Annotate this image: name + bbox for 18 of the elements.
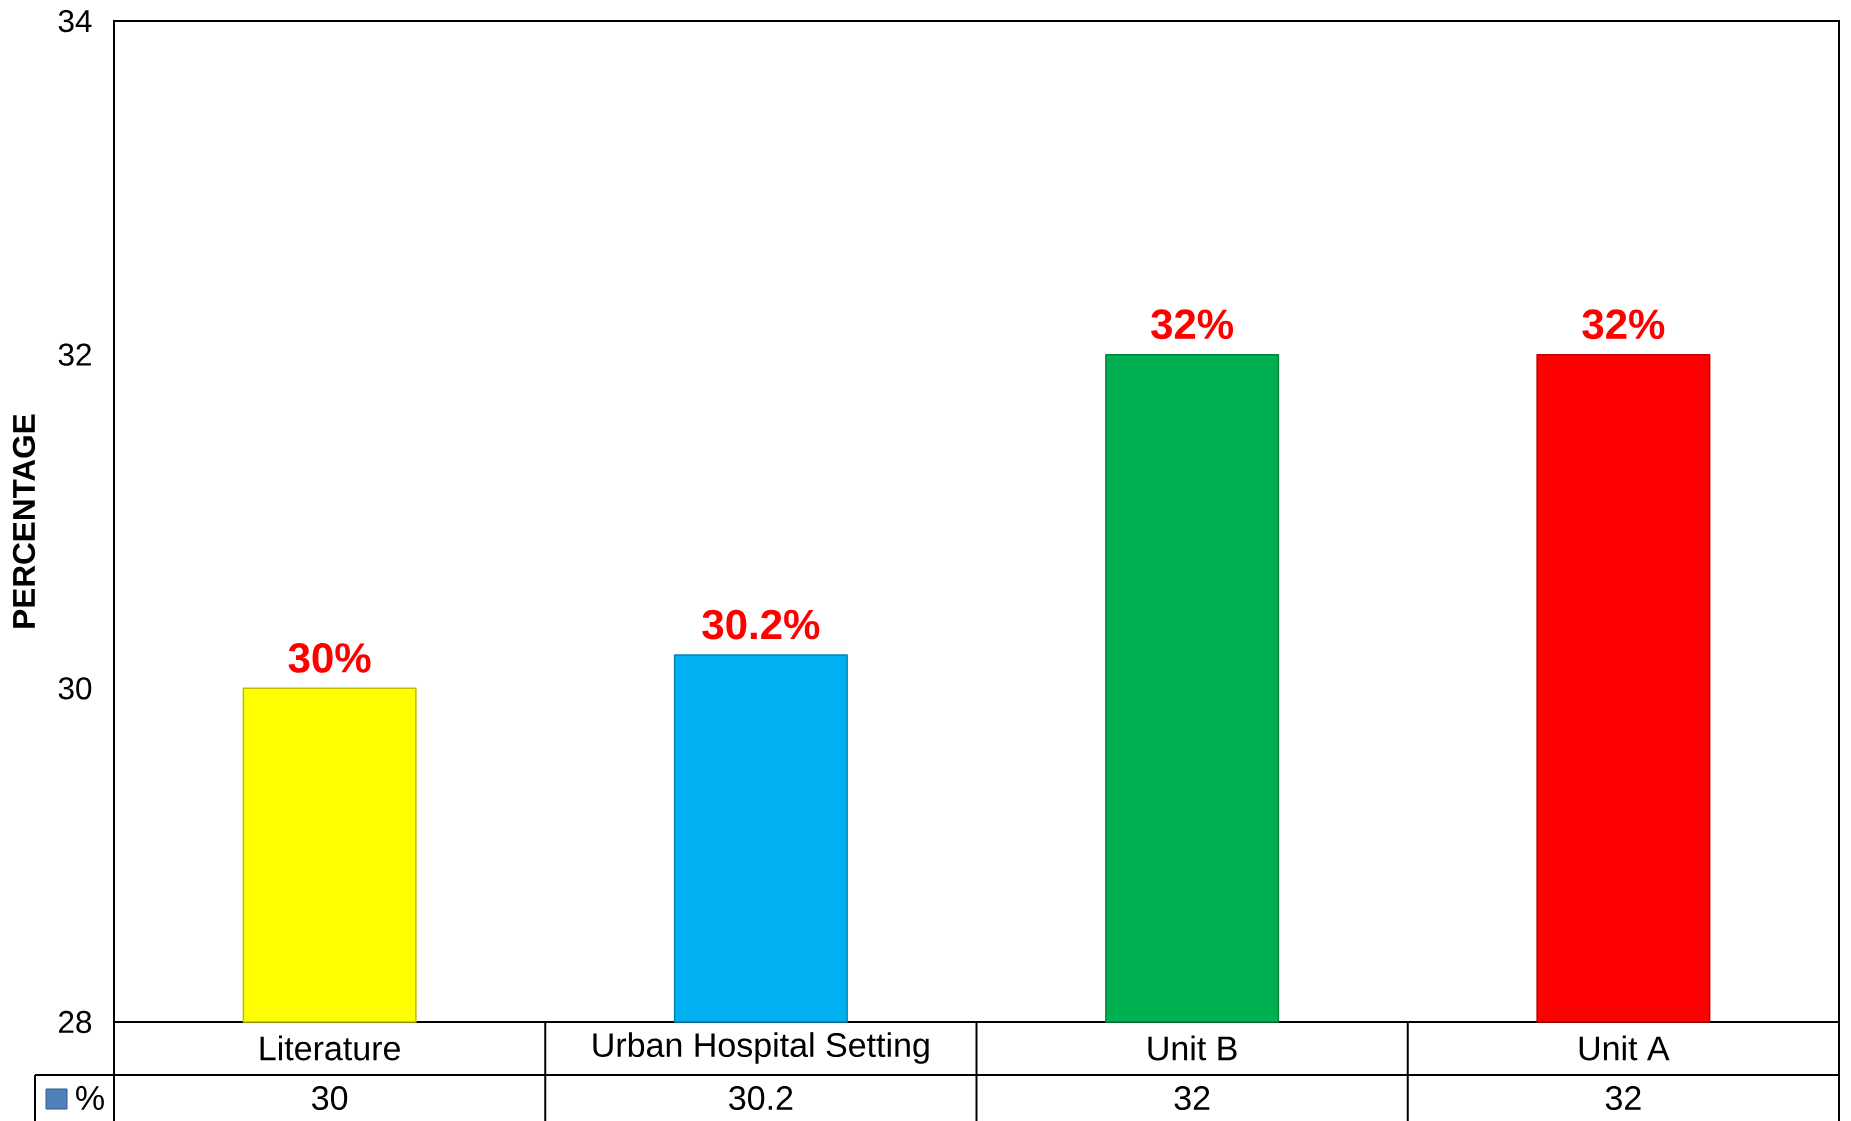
- y-axis-title: PERCENTAGE: [12, 414, 36, 628]
- x-tick-label: Literature: [260, 1035, 400, 1061]
- x-tick-label: Unit A: [1579, 1035, 1670, 1061]
- text: 30.2: [729, 1085, 793, 1111]
- text: 32: [1174, 1085, 1210, 1111]
- data-label: 30%: [288, 643, 371, 673]
- text: 32: [1605, 1085, 1641, 1111]
- y-tick-label: 30: [58, 677, 92, 700]
- text: 30: [312, 1085, 348, 1111]
- x-tick-label: Urban Hospital Setting: [593, 1032, 929, 1064]
- text: %: [76, 1086, 104, 1110]
- y-tick-label: 34: [58, 9, 92, 33]
- y-tick-label: 32: [58, 343, 91, 366]
- data-label: 32%: [1582, 309, 1665, 340]
- y-tick-label: 28: [59, 1010, 92, 1034]
- x-tick-label: Unit B: [1148, 1035, 1237, 1061]
- data-label: 30.2%: [702, 609, 820, 640]
- data-label: 32%: [1151, 309, 1234, 340]
